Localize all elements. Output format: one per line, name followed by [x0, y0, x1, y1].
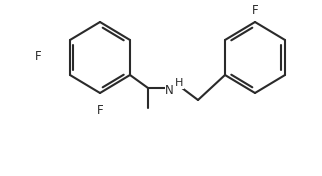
Text: F: F: [97, 103, 103, 117]
Text: N: N: [165, 84, 174, 98]
Text: F: F: [252, 4, 258, 17]
Text: H: H: [175, 78, 183, 88]
Text: F: F: [35, 51, 41, 64]
